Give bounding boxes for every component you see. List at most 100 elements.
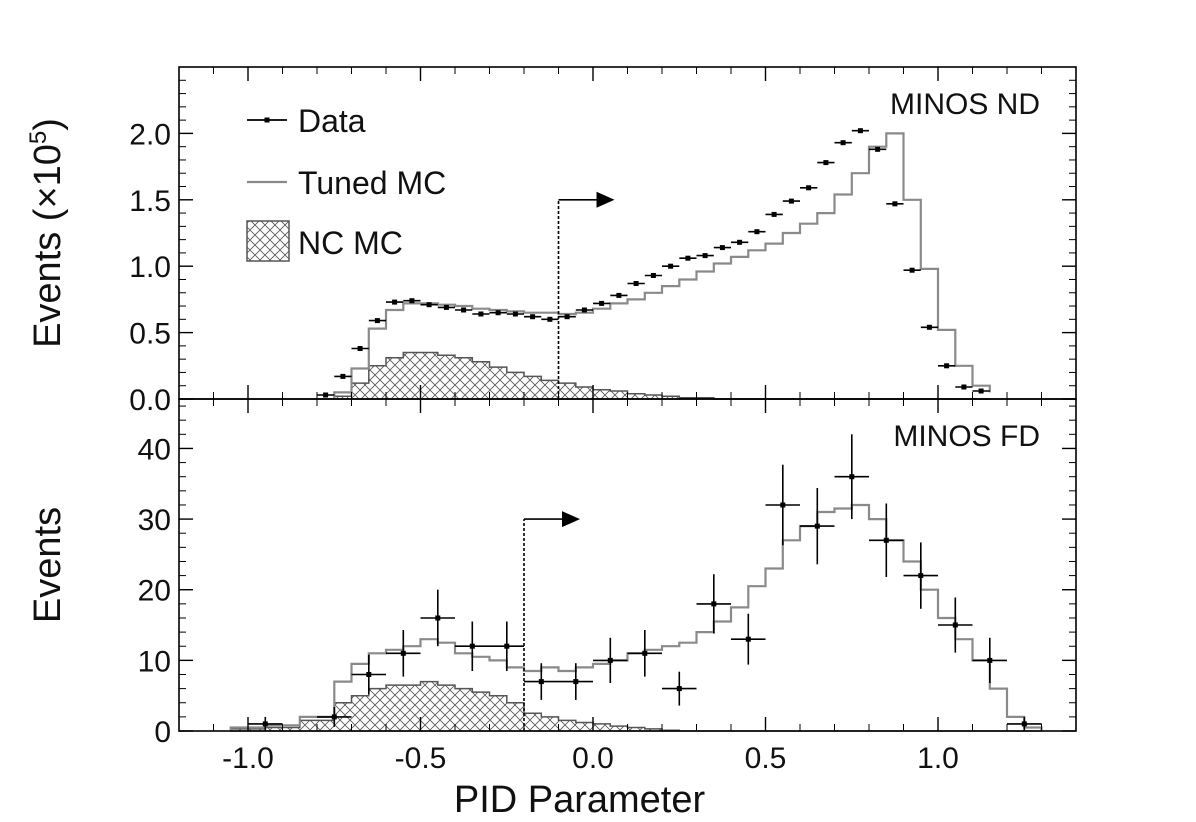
nd-y-tick-label: 0.0 [129, 384, 171, 417]
data-point-marker [754, 229, 760, 235]
data-point [558, 663, 593, 700]
data-point [575, 307, 593, 313]
legend-label: NC MC [298, 225, 403, 261]
data-point-marker [633, 281, 639, 286]
nd-y-tick-label: 1.5 [129, 185, 171, 218]
data-point-marker [357, 346, 363, 351]
data-point-marker [806, 185, 812, 191]
x-tick-label: 1.0 [917, 742, 959, 775]
data-point-marker [650, 273, 656, 278]
data-point-marker [366, 672, 372, 677]
fd-y-tick-label: 30 [138, 504, 171, 537]
data-point-marker [737, 239, 743, 245]
fd-y-tick-label: 10 [138, 645, 171, 678]
data-point [938, 597, 973, 653]
nd-panel-label: MINOS ND [890, 88, 1040, 121]
fd-panel: 0 10 20 30 40 MINOS FD Events [27, 405, 1076, 749]
data-point [662, 263, 680, 269]
data-point [386, 630, 421, 677]
data-point [420, 302, 438, 308]
data-point-marker [374, 318, 380, 324]
data-point [368, 318, 386, 324]
data-point-marker [538, 679, 544, 685]
nd-y-axis-label-main: Events (×10 [27, 144, 69, 348]
data-point-marker [883, 537, 889, 543]
data-point-marker [323, 392, 329, 398]
data-point [627, 630, 662, 677]
data-point [972, 637, 1007, 683]
nd-y-tick-label: 2.0 [129, 118, 171, 151]
data-point-marker [426, 302, 432, 308]
data-point-marker [961, 384, 967, 390]
data-point-marker [892, 201, 898, 207]
data-point-marker [616, 292, 622, 298]
nd-y-tick-label: 1.0 [129, 251, 171, 284]
nd-tuned-mc-line [333, 132, 991, 399]
nd-panel: 0.0 0.5 1.0 1.5 2.0 MINOS ND Events (×105) D… [25, 79, 1076, 417]
data-point [317, 392, 335, 398]
data-point [351, 654, 386, 695]
data-point-marker [642, 650, 648, 656]
data-point-marker [564, 314, 570, 320]
nd-y-axis-label-exponent: 5 [25, 131, 52, 144]
nd-cut-arrow [557, 191, 615, 399]
data-point [541, 316, 559, 322]
data-point [817, 160, 835, 166]
data-point-marker [607, 657, 613, 663]
data-point-marker [340, 373, 346, 379]
fd-nc-area [229, 680, 1042, 732]
data-point-marker [711, 601, 717, 607]
plot-frames [178, 66, 1077, 732]
data-point-marker [875, 146, 881, 152]
data-point-marker [771, 211, 777, 217]
data-point-marker [331, 714, 337, 720]
legend-nc-swatch [246, 220, 290, 262]
data-point-marker [978, 388, 984, 394]
fd-y-tick-label: 0 [154, 716, 171, 749]
data-point-marker [504, 643, 510, 649]
data-point [731, 239, 749, 245]
data-point-marker [788, 198, 794, 204]
data-point [420, 589, 455, 647]
data-point-marker [581, 307, 587, 313]
data-point-marker [702, 253, 708, 259]
data-point-marker [262, 721, 268, 727]
data-point [731, 613, 766, 665]
data-point [317, 707, 352, 727]
data-point [869, 503, 904, 577]
data-point [920, 324, 938, 330]
nd-data-points [317, 128, 990, 398]
data-point [903, 542, 938, 609]
data-point [644, 273, 662, 278]
data-point [938, 363, 956, 369]
data-point-marker [909, 267, 915, 273]
data-point-marker [823, 160, 829, 166]
data-point [437, 304, 455, 310]
data-point [593, 637, 628, 683]
data-point [334, 373, 352, 379]
x-tick-label: 0.5 [745, 742, 787, 775]
nd-y-tick-label: 0.5 [129, 318, 171, 351]
x-tick-label: -1.0 [222, 742, 274, 775]
data-point-marker [461, 307, 467, 313]
data-point [903, 267, 921, 273]
data-point-marker [443, 304, 449, 310]
data-point-marker [435, 615, 441, 621]
data-point [1007, 716, 1042, 731]
nd-tuned-mc-histogram [333, 132, 991, 399]
x-axis-label: PID Parameter [454, 779, 706, 821]
data-point-marker [840, 140, 846, 146]
data-point-marker [685, 255, 691, 261]
fd-y-axis-label: Events [27, 507, 69, 623]
x-tick-label: -0.5 [395, 742, 447, 775]
data-point [403, 298, 421, 304]
nd-y-axis-label-close: ) [27, 118, 69, 131]
data-point [524, 314, 542, 320]
data-point-marker [400, 650, 406, 656]
data-point-marker [512, 311, 518, 317]
data-point [834, 140, 852, 146]
data-point-marker [745, 636, 751, 642]
data-point [489, 621, 524, 671]
data-point [765, 464, 800, 546]
